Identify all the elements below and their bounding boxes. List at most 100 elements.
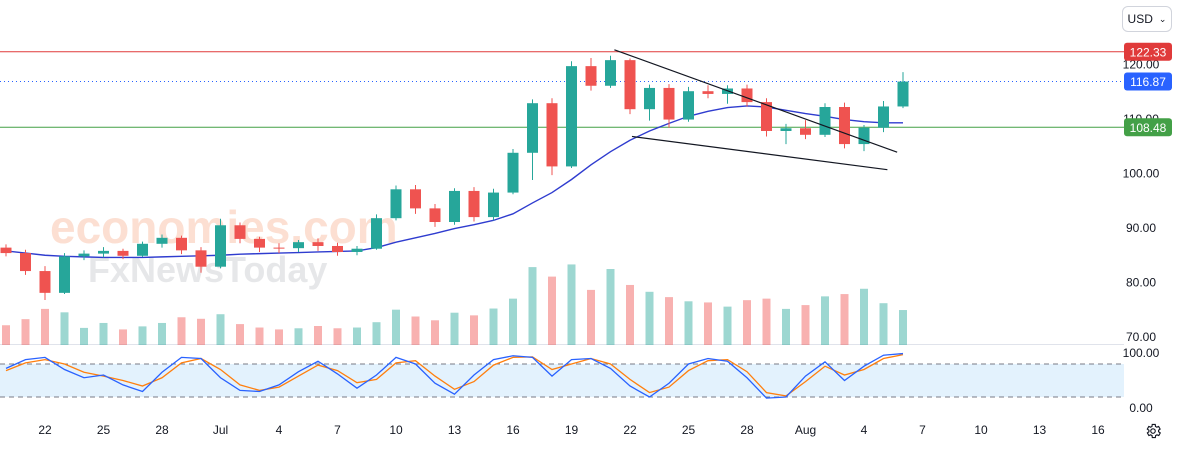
candle-body	[371, 218, 382, 249]
candle	[254, 236, 265, 252]
time-tick-label: Aug	[795, 423, 816, 437]
candle	[78, 250, 90, 261]
candle	[566, 61, 577, 169]
candle-body	[839, 107, 850, 145]
candle-body	[702, 91, 714, 94]
candle-body	[449, 190, 460, 223]
candle	[546, 98, 558, 176]
candle-body	[780, 128, 792, 131]
candle	[117, 248, 129, 260]
time-tick-label: 10	[974, 423, 988, 437]
candle	[683, 86, 694, 122]
volume-bar	[177, 317, 186, 345]
candle	[800, 120, 811, 140]
volume-bar	[314, 326, 322, 345]
candle-body	[351, 248, 363, 252]
price-tick-label: 70.00	[1126, 330, 1156, 344]
candle-body	[78, 253, 90, 257]
candle-body	[254, 238, 265, 248]
candle	[527, 99, 538, 181]
oscillator-tick-label: 100.00	[1123, 346, 1160, 360]
price-tags: 122.33 116.87 108.48	[1124, 42, 1172, 137]
candle	[371, 214, 382, 250]
stochastic-oscillator	[5, 352, 904, 399]
candle-body	[20, 253, 31, 272]
candle	[215, 218, 226, 269]
candle	[624, 58, 636, 115]
volume-bar	[411, 316, 420, 345]
candle	[0, 244, 12, 257]
volume-bar	[548, 276, 556, 345]
volume-bar	[567, 264, 576, 345]
stoch-d-line	[5, 354, 904, 397]
volume-bar	[138, 326, 147, 345]
candle	[293, 239, 304, 252]
volume-bar	[158, 322, 166, 345]
settings-button[interactable]	[1142, 420, 1164, 442]
volume-bar	[743, 300, 751, 345]
lower-trendline	[631, 135, 888, 171]
candle-body	[663, 87, 675, 120]
candle	[390, 185, 402, 221]
chevron-down-icon: ⌄	[1158, 13, 1167, 24]
price-tick-label: 90.00	[1126, 221, 1156, 235]
resistance-price-tag: 122.33	[1124, 42, 1172, 61]
currency-button[interactable]: USD ⌄	[1122, 6, 1172, 32]
time-tick-label: 28	[740, 423, 754, 437]
volume-bar	[821, 296, 829, 345]
stoch-k-line	[5, 352, 904, 399]
candle-body	[39, 271, 51, 293]
candle-body	[800, 128, 811, 135]
candlesticks	[0, 55, 909, 300]
candle-body	[566, 66, 577, 167]
time-tick-label: 10	[389, 423, 403, 437]
volume-bar	[470, 315, 478, 345]
time-tick-label: 16	[506, 423, 520, 437]
volume-bar	[840, 294, 849, 345]
volume-bar	[801, 305, 810, 345]
volume-bar	[899, 310, 907, 345]
candle-body	[488, 192, 499, 218]
time-axis[interactable]: 22 25 28 Jul 4 7 10 13 16 19 22 25 28 Aug 4 7 10 13 16	[38, 423, 1105, 437]
candle	[39, 266, 51, 300]
support-price-tag: 108.48	[1124, 118, 1172, 137]
candle-body	[332, 245, 343, 252]
candle-body	[644, 87, 655, 110]
candle-body	[59, 256, 70, 293]
candle	[468, 187, 480, 222]
candle-body	[741, 88, 753, 103]
price-tag-label: 122.33	[1130, 45, 1167, 59]
candle-body	[0, 247, 12, 254]
volume-bar	[392, 309, 400, 345]
price-axis[interactable]: 120.00110.00100.0090.0080.0070.00100.000…	[1123, 58, 1160, 416]
moving-average	[5, 105, 903, 259]
volume-bar	[275, 329, 283, 345]
volume-bar	[99, 322, 108, 345]
candle	[488, 188, 499, 221]
volume-bar	[119, 329, 127, 345]
price-tick-label: 80.00	[1126, 276, 1156, 290]
time-tick-label: 13	[1033, 423, 1047, 437]
price-level-lines	[0, 51, 1124, 128]
price-tag-bg	[1124, 72, 1172, 91]
candle-body	[858, 127, 870, 145]
volume-bar	[782, 308, 790, 345]
candle-body	[215, 225, 226, 267]
candle-body	[683, 91, 694, 120]
candle	[234, 222, 246, 244]
candle	[507, 148, 519, 195]
time-tick-label: 7	[919, 423, 926, 437]
candle-body	[234, 225, 246, 239]
currency-label: USD	[1127, 12, 1153, 26]
volume-bar	[645, 291, 654, 345]
volume-bar	[860, 288, 868, 345]
trendlines[interactable]	[614, 49, 898, 171]
time-tick-label: 4	[276, 423, 283, 437]
candle-body	[156, 237, 168, 244]
volume-bar	[294, 328, 303, 345]
time-tick-label: 16	[1091, 423, 1105, 437]
time-tick-label: 25	[682, 423, 696, 437]
candle-body	[195, 250, 207, 267]
volume-bar	[509, 298, 517, 345]
